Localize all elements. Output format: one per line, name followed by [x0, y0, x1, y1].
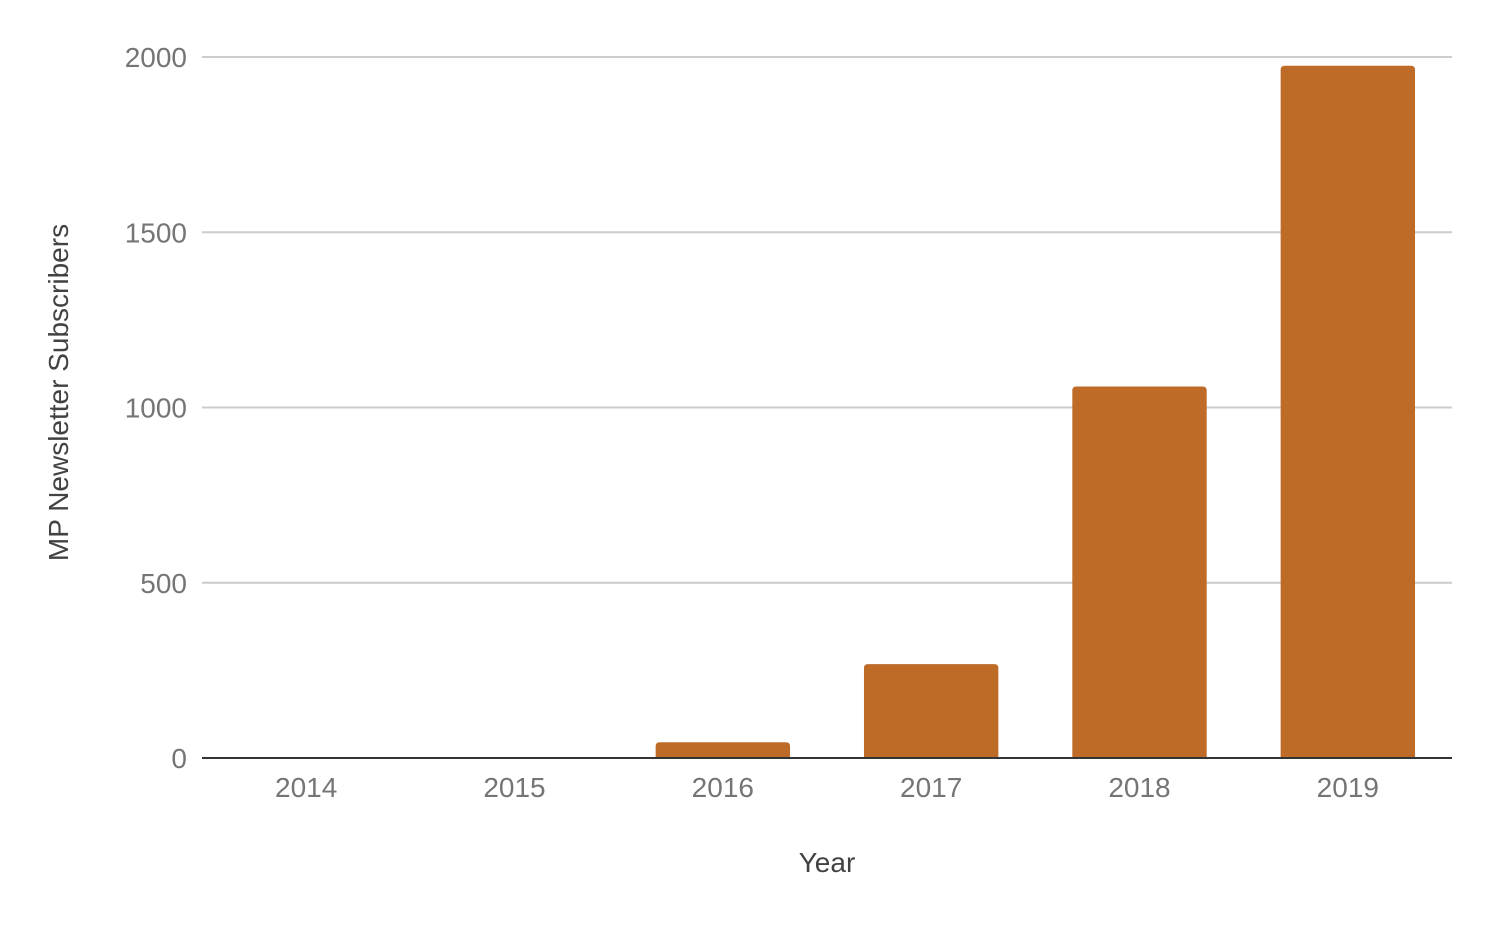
- gridlines: [202, 56, 1452, 584]
- x-tick-label: 2016: [692, 772, 754, 803]
- bar-2019: [1280, 65, 1416, 758]
- x-axis-title: Year: [799, 847, 856, 878]
- y-tick-label: 2000: [125, 42, 187, 73]
- y-tick-label: 500: [140, 568, 187, 599]
- bars: [655, 65, 1416, 758]
- y-tick-label: 0: [171, 743, 187, 774]
- x-tick-label: 2019: [1317, 772, 1379, 803]
- y-tick-labels: 0 500 1000 1500 2000: [125, 42, 187, 774]
- x-tick-label: 2017: [900, 772, 962, 803]
- bar-2018: [1072, 386, 1207, 758]
- bar-2017: [863, 664, 999, 758]
- y-tick-label: 1500: [125, 217, 187, 248]
- x-tick-label: 2014: [275, 772, 337, 803]
- x-tick-labels: 2014 2015 2016 2017 2018 2019: [275, 772, 1379, 803]
- x-tick-label: 2018: [1108, 772, 1170, 803]
- y-axis-title: MP Newsletter Subscribers: [43, 224, 74, 561]
- y-tick-label: 1000: [125, 393, 187, 424]
- x-tick-label: 2015: [483, 772, 545, 803]
- bar-2016: [655, 742, 791, 758]
